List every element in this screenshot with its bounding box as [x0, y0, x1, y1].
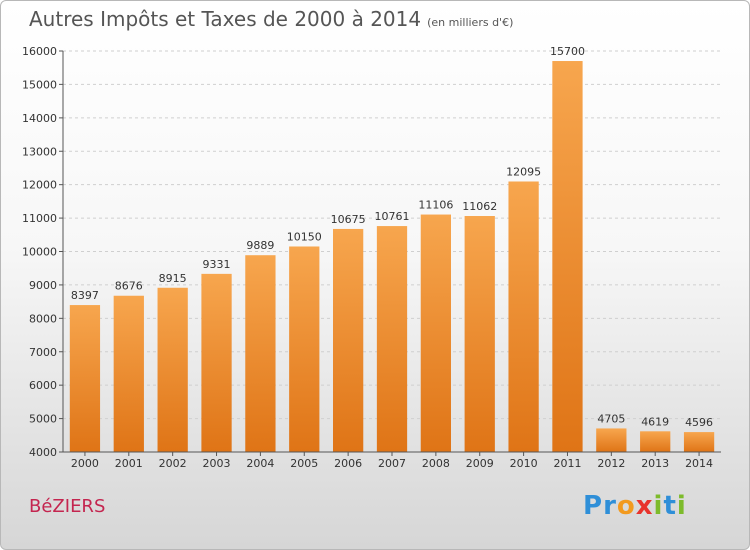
- y-tick-label: 6000: [29, 379, 57, 392]
- x-tick-label: 2012: [597, 457, 625, 470]
- bar-value-label: 8915: [159, 272, 187, 285]
- chart-title-main: Autres Impôts et Taxes de 2000 à 2014: [29, 7, 422, 31]
- x-tick-label: 2003: [203, 457, 231, 470]
- bar-value-label: 9889: [246, 239, 274, 252]
- x-tick-label: 2000: [71, 457, 99, 470]
- y-tick-label: 11000: [22, 212, 57, 225]
- y-tick-label: 10000: [22, 246, 57, 259]
- bar: [640, 431, 671, 452]
- chart-subtitle: (en milliers d'€): [427, 16, 514, 29]
- x-tick-label: 2011: [553, 457, 581, 470]
- y-tick-label: 12000: [22, 179, 57, 192]
- bars: 8397 8676 8915 9331 9889 10150 10675 10761 11106…: [69, 45, 715, 453]
- x-tick-label: 2010: [510, 457, 538, 470]
- bar-value-label: 9331: [203, 258, 231, 271]
- x-tick-label: 2002: [159, 457, 187, 470]
- logo-letter: i: [676, 491, 687, 521]
- logo-letter: o: [616, 491, 636, 521]
- bar-value-label: 10675: [331, 213, 366, 226]
- y-tick-label: 7000: [29, 346, 57, 359]
- bar-value-label: 11062: [462, 200, 497, 213]
- y-axis: 4000 5000 6000 7000 8000 9000 10000 11000 12000 1…: [22, 45, 64, 459]
- x-tick-label: 2007: [378, 457, 406, 470]
- bar-value-label: 8676: [115, 280, 143, 293]
- x-tick-label: 2005: [290, 457, 318, 470]
- logo-letter: t: [663, 491, 677, 521]
- x-tick-label: 2006: [334, 457, 362, 470]
- bar: [69, 305, 101, 452]
- x-tick-label: 2013: [641, 457, 669, 470]
- bar: [201, 273, 232, 452]
- bar: [113, 295, 144, 452]
- y-tick-label: 4000: [29, 446, 57, 459]
- bar-value-label: 4596: [685, 416, 713, 429]
- bar-value-label: 4705: [597, 412, 625, 425]
- bar: [420, 214, 452, 452]
- bar: [332, 228, 364, 452]
- bar: [508, 181, 539, 453]
- y-tick-label: 13000: [22, 145, 57, 158]
- y-tick-label: 16000: [22, 45, 57, 58]
- bar-value-label: 10761: [375, 210, 410, 223]
- proxiti-logo: Proxiti: [583, 491, 687, 521]
- bar: [289, 246, 320, 452]
- x-tick-label: 2009: [466, 457, 494, 470]
- y-tick-label: 8000: [29, 312, 57, 325]
- bar-value-label: 10150: [287, 230, 322, 243]
- x-tick-label: 2008: [422, 457, 450, 470]
- logo-letter: i: [653, 491, 664, 521]
- y-tick-label: 14000: [22, 112, 57, 125]
- bar: [683, 432, 715, 452]
- bar-value-label: 15700: [550, 45, 585, 58]
- bar: [552, 61, 583, 453]
- bar-value-label: 4619: [641, 415, 669, 428]
- x-tick-label: 2014: [685, 457, 713, 470]
- bar: [157, 287, 188, 452]
- x-tick-label: 2001: [115, 457, 143, 470]
- logo-letter: x: [635, 491, 654, 521]
- x-axis: 2000 2001 2002 2003 2004 2005 2006 2007 2008 2009…: [63, 451, 721, 470]
- x-tick-label: 2004: [246, 457, 274, 470]
- y-tick-label: 9000: [29, 279, 57, 292]
- bar-value-label: 12095: [506, 165, 541, 178]
- chart-title: Autres Impôts et Taxes de 2000 à 2014 (en…: [29, 7, 513, 31]
- bar: [245, 255, 276, 452]
- logo-letter: P: [583, 491, 604, 521]
- bar-value-label: 11106: [418, 199, 453, 212]
- bar: [376, 226, 408, 452]
- location-label: BéZIERS: [29, 496, 106, 517]
- logo-letter: r: [603, 491, 617, 521]
- bar-value-label: 8397: [71, 289, 99, 302]
- y-tick-label: 15000: [22, 78, 57, 91]
- bar: [464, 216, 495, 452]
- bar: [596, 428, 627, 452]
- y-tick-label: 5000: [29, 413, 57, 426]
